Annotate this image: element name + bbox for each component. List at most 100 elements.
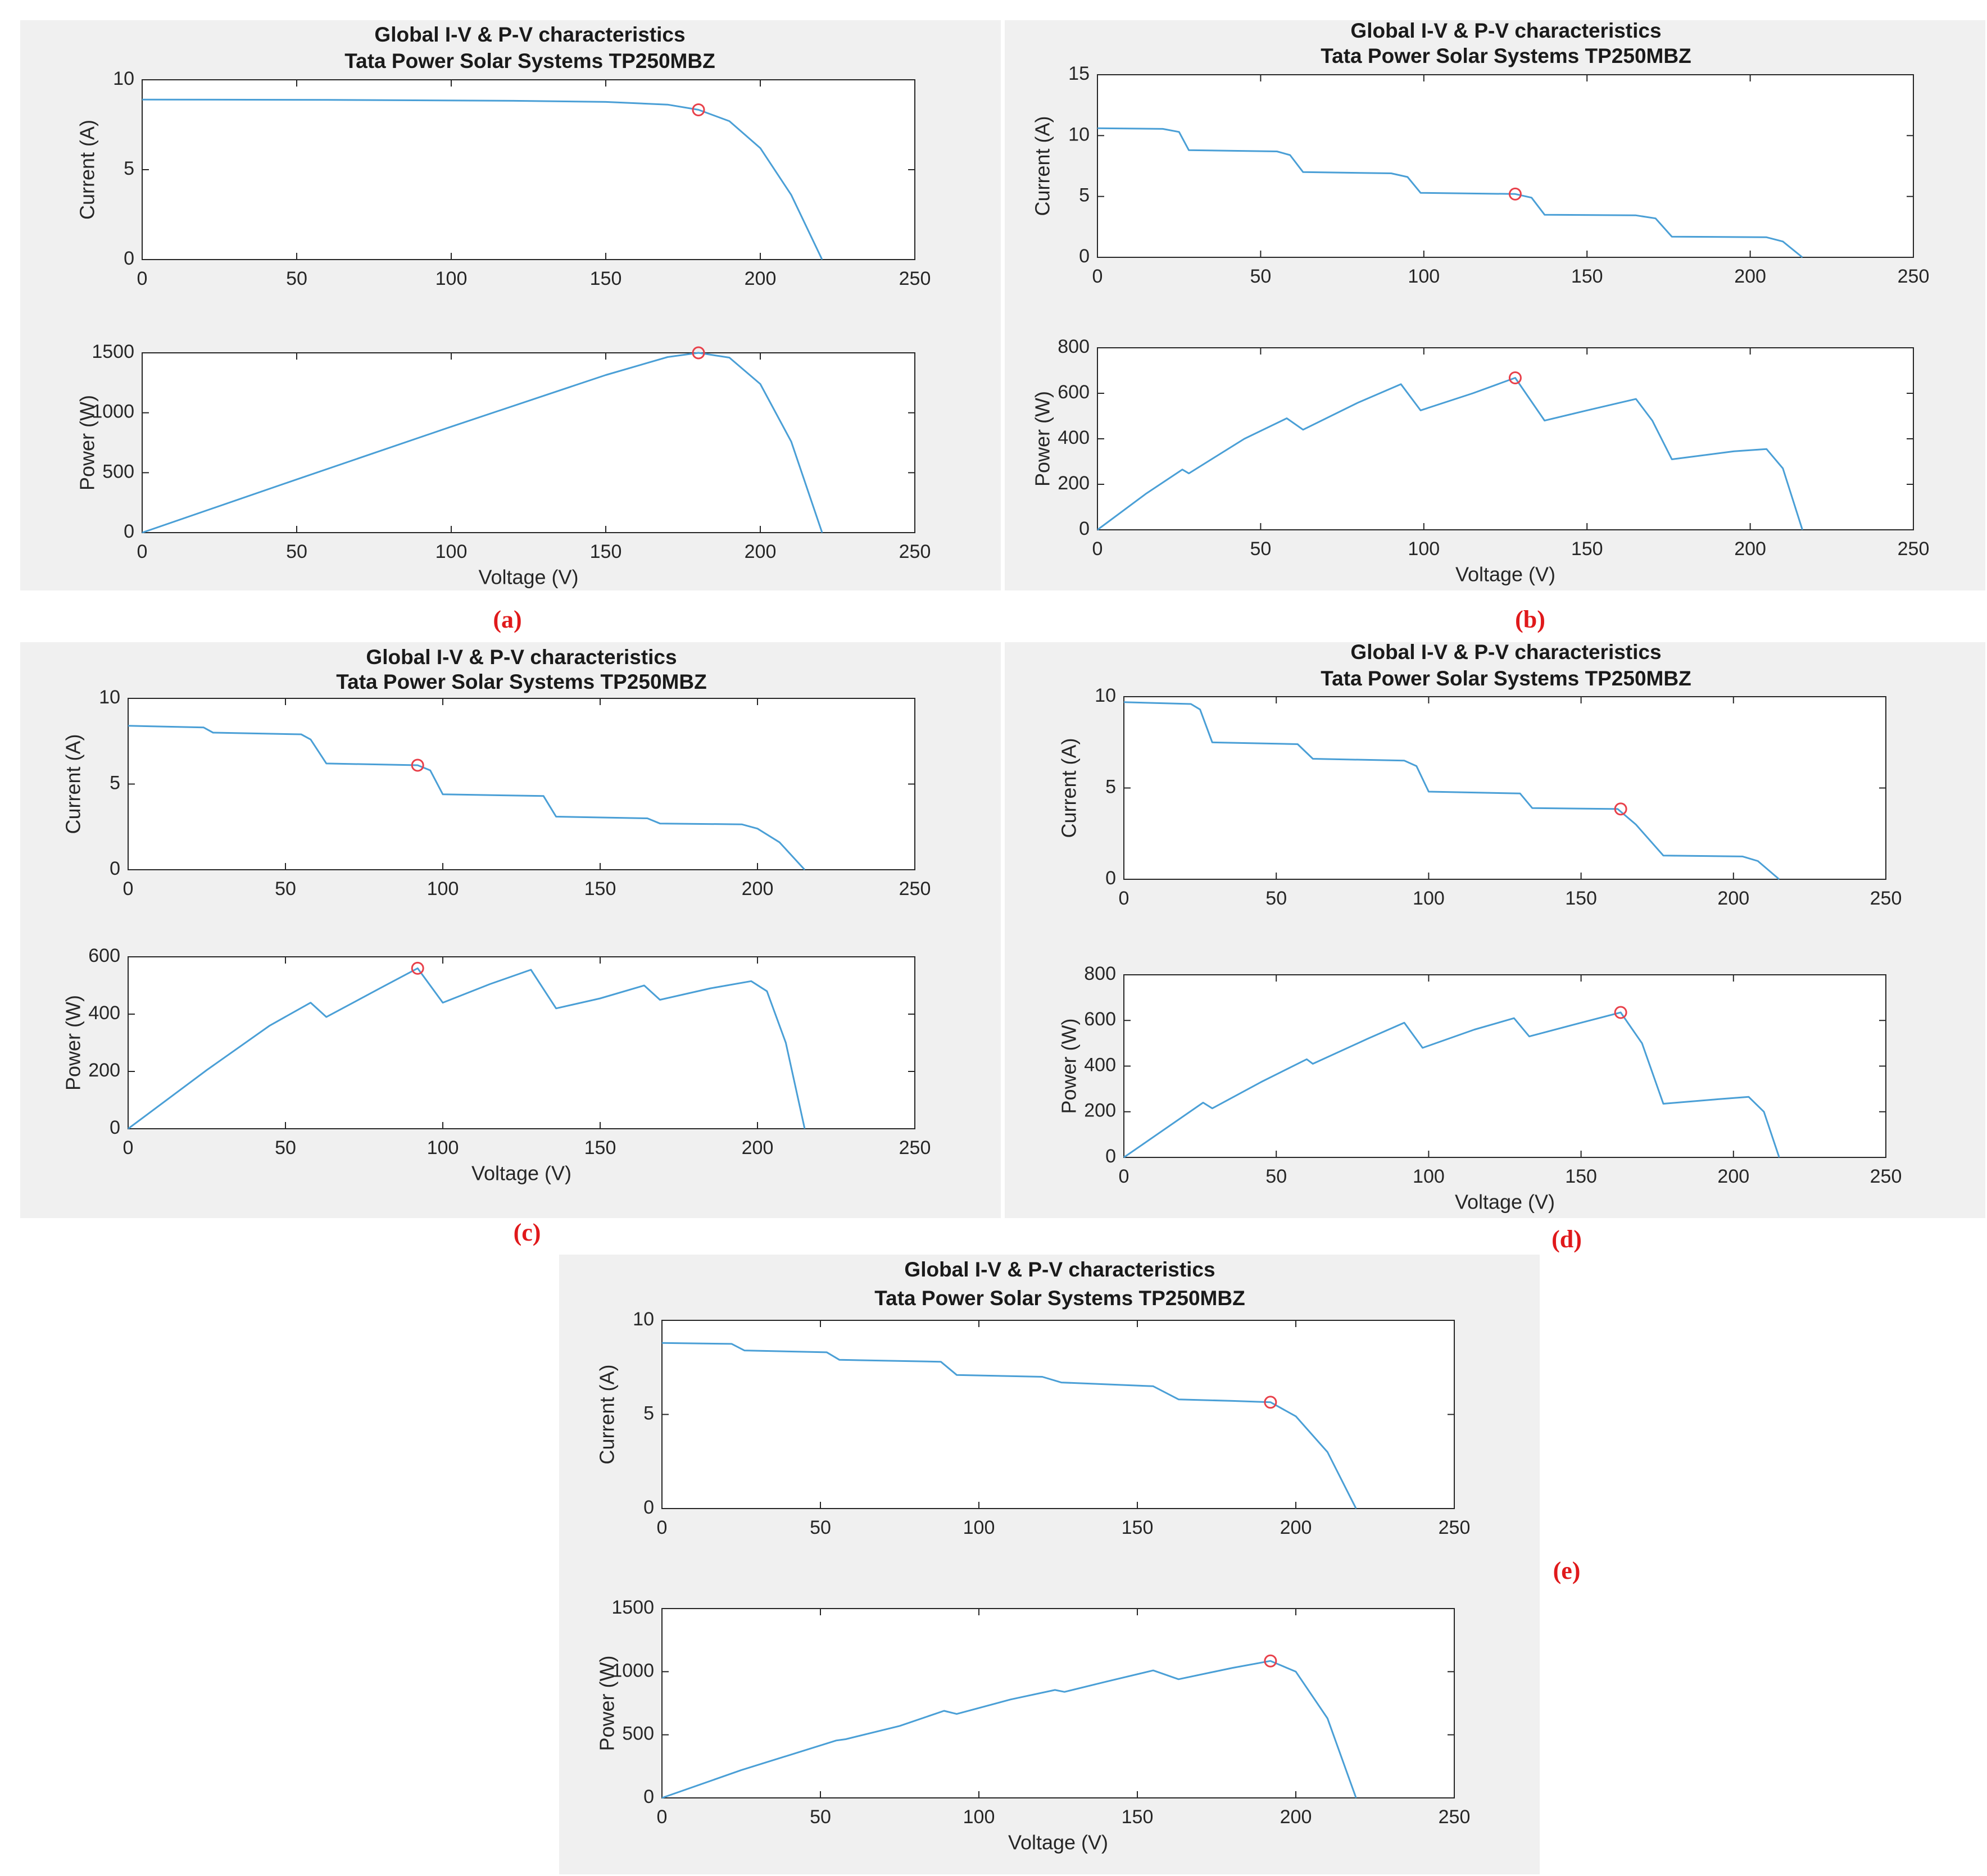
chart-subtitle: Tata Power Solar Systems TP250MBZ (336, 670, 706, 693)
plot-area (661, 1320, 1455, 1509)
iv-curve (1097, 127, 1803, 258)
x-tick-label: 250 (1898, 266, 1930, 287)
x-tick-label: 0 (1092, 538, 1103, 560)
y-tick-label: 0 (124, 248, 134, 269)
mpp-marker (411, 758, 424, 772)
mpp-marker (692, 346, 705, 360)
y-tick-label: 0 (1105, 1146, 1116, 1167)
y-tick-label: 15 (1068, 63, 1090, 84)
x-tick-label: 50 (810, 1806, 831, 1828)
chart-panel: Global I-V & P-V characteristics Tata Pow… (559, 1255, 1540, 1874)
x-tick-label: 250 (899, 878, 931, 900)
x-tick-label: 0 (657, 1517, 668, 1538)
x-tick-label: 150 (584, 1137, 616, 1159)
x-tick-label: 0 (137, 268, 148, 289)
y-axis-label: Current (A) (1031, 116, 1054, 216)
y-tick-label: 0 (643, 1497, 654, 1518)
mpp-marker (1264, 1654, 1277, 1668)
chart-subtitle: Tata Power Solar Systems TP250MBZ (874, 1287, 1245, 1310)
plot-area (142, 352, 915, 533)
y-tick-label: 0 (110, 1117, 120, 1138)
y-tick-label: 600 (88, 945, 120, 966)
x-tick-label: 150 (584, 878, 616, 900)
x-tick-label: 50 (1250, 538, 1271, 560)
x-tick-label: 250 (899, 268, 931, 289)
chart-subtitle: Tata Power Solar Systems TP250MBZ (344, 49, 715, 72)
y-tick-label: 5 (110, 772, 120, 793)
plot-area (1097, 74, 1914, 258)
chart-title: Global I-V & P-V characteristics (374, 23, 685, 46)
pv-curve (1123, 1011, 1780, 1159)
y-tick-label: 1000 (611, 1660, 654, 1681)
x-tick-label: 100 (427, 1137, 459, 1159)
iv-axes: 0 50 100 150 200 250 0 5 10 Current (A) (1058, 685, 1902, 909)
iv-axes: 0 50 100 150 200 250 0 5 10 15 Current (A) (1031, 63, 1930, 287)
y-tick-label: 0 (1079, 518, 1090, 539)
x-tick-label: 50 (810, 1517, 831, 1538)
panel-label: (c) (514, 1219, 541, 1246)
x-tick-label: 150 (1571, 538, 1603, 560)
y-tick-label: 600 (1058, 381, 1090, 403)
y-axis-label: Power (W) (62, 995, 85, 1091)
y-tick-label: 5 (643, 1402, 654, 1424)
y-axis-label: Current (A) (596, 1364, 619, 1464)
x-axis-label: Voltage (V) (471, 1162, 571, 1185)
y-axis-label: Current (A) (1058, 738, 1081, 838)
y-tick-label: 10 (99, 687, 120, 708)
panel-label: (e) (1553, 1557, 1581, 1584)
x-tick-label: 200 (1717, 888, 1749, 909)
y-axis-label: Power (W) (1058, 1019, 1081, 1114)
x-tick-label: 100 (1413, 888, 1445, 909)
y-tick-label: 0 (124, 521, 134, 542)
pv-axes: 0 50 100 150 200 250 0 500 1000 1500 Power (W) Volt… (76, 341, 931, 589)
plot-area (1097, 347, 1914, 530)
plot-area (142, 79, 915, 260)
mpp-marker (411, 961, 424, 975)
x-tick-label: 0 (123, 878, 134, 900)
chart-panel: Global I-V & P-V characteristics Tata Pow… (20, 20, 1001, 590)
y-tick-label: 500 (622, 1723, 654, 1745)
pv-curve (661, 1660, 1357, 1799)
x-tick-label: 200 (742, 878, 774, 900)
panel-label: (b) (1515, 606, 1545, 633)
plot-area (1123, 696, 1886, 880)
pv-curve (142, 352, 823, 534)
y-tick-label: 200 (1084, 1100, 1116, 1121)
y-tick-label: 500 (102, 461, 134, 482)
pv-axes: 0 50 100 150 200 250 0 500 1000 1500 Power (W) Volt… (596, 1597, 1471, 1854)
panel-label: (d) (1552, 1225, 1582, 1253)
y-tick-label: 400 (1084, 1054, 1116, 1075)
y-tick-label: 1000 (92, 401, 134, 423)
y-tick-label: 800 (1058, 336, 1090, 357)
x-tick-label: 150 (590, 268, 622, 289)
mpp-marker (1264, 1396, 1277, 1409)
x-tick-label: 250 (1439, 1517, 1471, 1538)
x-tick-label: 250 (1439, 1806, 1471, 1828)
iv-axes: 0 50 100 150 200 250 0 5 10 Current (A) (596, 1309, 1471, 1538)
iv-curve (142, 98, 823, 260)
chart-title: Global I-V & P-V characteristics (1350, 19, 1661, 42)
y-tick-label: 1500 (92, 341, 134, 362)
plot-area (128, 956, 915, 1129)
chart-title: Global I-V & P-V characteristics (1350, 641, 1661, 664)
x-tick-label: 0 (657, 1806, 668, 1828)
y-tick-label: 200 (88, 1060, 120, 1081)
y-tick-label: 5 (124, 158, 134, 179)
x-tick-label: 0 (1119, 1166, 1129, 1187)
x-tick-label: 250 (1870, 888, 1902, 909)
y-tick-label: 10 (113, 68, 134, 89)
mpp-marker (1614, 1006, 1627, 1019)
y-tick-label: 200 (1058, 473, 1090, 494)
iv-axes: 0 50 100 150 200 250 0 5 10 Current (A) (62, 687, 931, 900)
x-tick-label: 250 (899, 1137, 931, 1159)
x-tick-label: 0 (1092, 266, 1103, 287)
x-tick-label: 0 (137, 541, 148, 562)
x-tick-label: 150 (1565, 1166, 1597, 1187)
y-tick-label: 0 (110, 858, 120, 879)
mpp-marker (1508, 187, 1522, 201)
mpp-marker (692, 103, 705, 116)
panel-label: (a) (493, 606, 521, 633)
x-tick-label: 100 (1408, 266, 1440, 287)
chart-title: Global I-V & P-V characteristics (904, 1258, 1215, 1281)
x-tick-label: 50 (275, 878, 296, 900)
